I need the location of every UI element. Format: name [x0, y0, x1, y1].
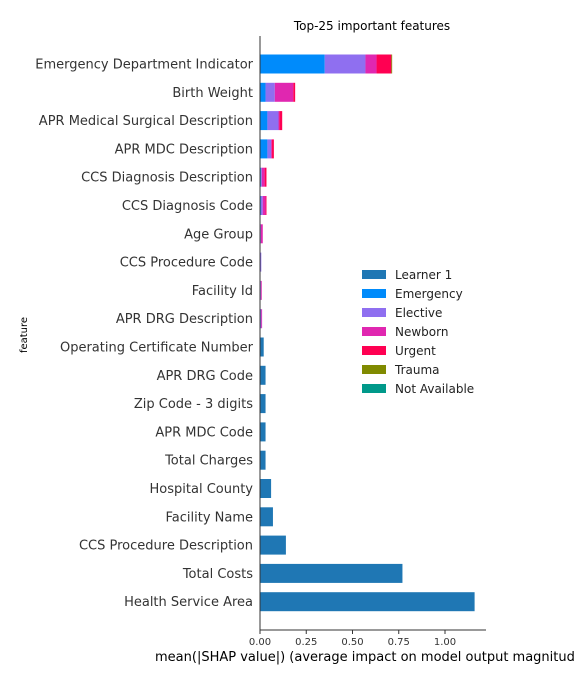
bar-urgent-4 [264, 167, 267, 187]
bar-learner-1-16 [260, 507, 273, 527]
y-tick-label: Hospital County [150, 482, 254, 497]
bar-newborn-4 [261, 167, 265, 187]
y-tick-label: Facility Id [192, 284, 253, 299]
x-tick-label: 0.00 [249, 637, 271, 648]
bar-urgent-2 [279, 111, 283, 131]
legend-label: Newborn [395, 325, 448, 339]
y-tick-label: Operating Certificate Number [60, 341, 254, 356]
y-tick-label: CCS Diagnosis Description [81, 171, 253, 186]
legend: Learner 1 Emergency Elective Newborn Urgent T… [362, 268, 474, 396]
y-tick-label: APR DRG Code [157, 369, 253, 384]
y-tick-labels: Emergency Department Indicator Birth Weig… [35, 58, 253, 611]
bar-learner-1-18 [260, 563, 403, 583]
bar-elective-5 [260, 196, 263, 215]
bar-learner-1-15 [260, 479, 272, 498]
legend-label: Learner 1 [395, 268, 452, 282]
bar-elective-1 [265, 82, 275, 102]
bar-elective-9 [260, 309, 262, 329]
legend-swatch-newborn [362, 327, 386, 336]
y-tick-label: Age Group [184, 227, 253, 242]
y-tick-label: Birth Weight [172, 86, 253, 101]
bar-learner-1-19 [260, 592, 475, 612]
x-ticks: 0.00 0.25 0.50 0.75 1.00 [249, 630, 456, 648]
y-tick-label: APR MDC Description [115, 142, 253, 157]
y-tick-label: CCS Procedure Code [120, 256, 253, 271]
bar-urgent-5 [265, 196, 267, 215]
y-tick-label: Emergency Department Indicator [35, 58, 253, 73]
legend-swatch-urgent [362, 346, 386, 355]
bar-urgent-3 [272, 139, 274, 159]
y-tick-label: Total Charges [164, 454, 253, 469]
bar-elective-3 [267, 139, 272, 159]
bar-urgent-1 [293, 82, 296, 102]
legend-label: Emergency [395, 287, 463, 301]
y-tick-label: APR MDC Code [155, 425, 253, 440]
legend-label: Trauma [394, 363, 440, 377]
bar-elective-7 [260, 252, 262, 272]
bar-trauma-0 [391, 54, 393, 74]
legend-swatch-elective [362, 308, 386, 317]
legend-label: Urgent [395, 344, 436, 358]
legend-swatch-not-available [362, 384, 386, 393]
bar-learner-1-13 [260, 422, 266, 442]
y-tick-label: APR DRG Description [116, 312, 253, 327]
bar-newborn-9 [261, 309, 263, 329]
y-tick-label: Zip Code - 3 digits [134, 397, 253, 412]
y-tick-label: CCS Procedure Description [79, 539, 253, 554]
bar-newborn-2 [278, 111, 280, 131]
bar-emergency-1 [260, 82, 266, 102]
bar-learner-1-12 [260, 394, 266, 414]
bar-learner-1-11 [260, 365, 266, 385]
bar-emergency-0 [260, 54, 325, 74]
legend-label: Not Available [395, 382, 474, 396]
bar-newborn-6 [260, 224, 263, 244]
x-tick-label: 0.75 [388, 637, 410, 648]
y-axis-label: feature [19, 317, 30, 353]
bar-emergency-2 [260, 111, 268, 131]
bar-newborn-3 [271, 139, 273, 159]
chart-title: Top-25 important features [293, 19, 450, 33]
x-tick-label: 1.00 [434, 637, 456, 648]
x-tick-label: 0.25 [295, 637, 317, 648]
y-tick-label: Health Service Area [124, 595, 253, 610]
bar-learner-1-14 [260, 450, 266, 470]
y-tick-label: Total Costs [182, 567, 253, 582]
bar-elective-4 [260, 167, 262, 187]
y-tick-label: Facility Name [165, 510, 253, 525]
legend-swatch-trauma [362, 365, 386, 374]
bar-emergency-3 [260, 139, 268, 159]
x-axis-label: mean(|SHAP value|) (average impact on mo… [155, 650, 575, 665]
legend-swatch-emergency [362, 289, 386, 298]
legend-swatch-learner-1 [362, 270, 386, 279]
bar-elective-2 [267, 111, 279, 131]
bar-newborn-1 [274, 82, 294, 102]
bar-newborn-8 [260, 280, 262, 300]
y-tick-label: CCS Diagnosis Code [122, 199, 253, 214]
bar-newborn-5 [262, 196, 266, 215]
bar-learner-1-17 [260, 535, 286, 555]
bar-learner-1-10 [260, 337, 264, 357]
x-tick-label: 0.50 [341, 637, 363, 648]
bar-urgent-0 [376, 54, 392, 74]
bar-elective-0 [324, 54, 366, 74]
bar-newborn-0 [365, 54, 377, 74]
y-tick-label: APR Medical Surgical Description [39, 114, 253, 129]
legend-label: Elective [395, 306, 442, 320]
